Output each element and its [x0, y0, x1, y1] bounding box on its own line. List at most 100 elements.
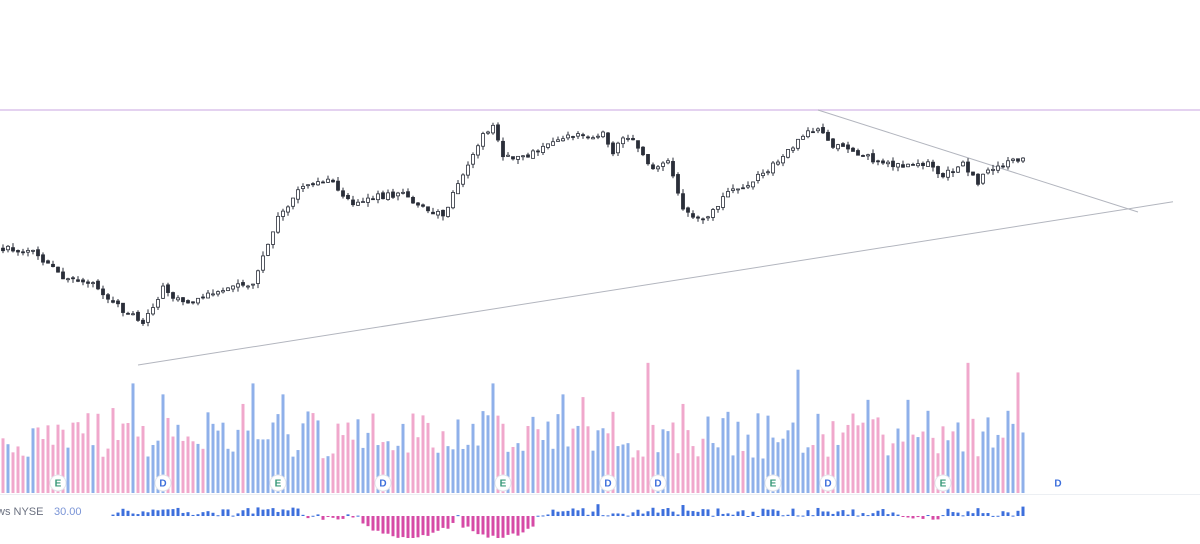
candle-body — [696, 216, 700, 219]
earnings-marker[interactable]: E — [269, 474, 287, 492]
volume-bar — [271, 422, 275, 493]
candle-body — [61, 271, 65, 280]
dividend-marker[interactable]: D — [819, 474, 837, 492]
candle-body — [581, 134, 585, 137]
candle-body — [1001, 165, 1005, 168]
dividend-marker[interactable]: D — [599, 474, 617, 492]
volume-bar — [81, 433, 85, 493]
candle-body — [746, 185, 750, 188]
candle-body — [921, 162, 925, 166]
indicator-bar — [1001, 511, 1005, 516]
indicator-bar — [701, 509, 705, 516]
volume-bar — [756, 413, 760, 493]
volume-bar — [926, 410, 930, 493]
indicator-bar — [391, 516, 395, 537]
volume-bar — [466, 444, 470, 493]
drawing-lines[interactable] — [0, 109, 1200, 366]
candle-body — [576, 133, 580, 137]
volume-bar — [706, 416, 710, 493]
candle-body — [851, 147, 855, 152]
candle-body — [396, 192, 400, 197]
candle-body — [446, 206, 450, 217]
candle-body — [166, 284, 170, 293]
volume-bar — [651, 424, 655, 493]
candle-body — [11, 247, 15, 252]
candle-body — [251, 283, 255, 286]
volume-bar — [836, 444, 840, 493]
dividend-marker[interactable]: D — [374, 474, 392, 492]
dividend-marker[interactable]: D — [1054, 479, 1061, 490]
candle-body — [891, 160, 895, 168]
earnings-marker[interactable]: E — [764, 474, 782, 492]
indicator-bar — [306, 516, 310, 519]
candle-body — [41, 254, 45, 263]
volume-bar — [416, 437, 420, 493]
indicator-bar — [581, 508, 585, 516]
volume-bar — [221, 422, 225, 493]
indicator-bar — [616, 513, 620, 516]
earnings-marker[interactable]: E — [494, 474, 512, 492]
candle-body — [656, 166, 660, 170]
indicator-bar — [736, 511, 740, 516]
indicator-bar — [976, 508, 980, 516]
volume-bar — [501, 423, 505, 493]
volume-bar — [181, 440, 185, 493]
candle-body — [706, 216, 710, 219]
earnings-marker[interactable]: E — [934, 474, 952, 492]
volume-bar — [71, 422, 75, 493]
candle-body — [161, 285, 165, 299]
indicator-bar — [481, 516, 485, 535]
candle-body — [971, 171, 975, 176]
volume-bar — [206, 412, 210, 493]
candle-body — [196, 297, 200, 304]
indicator-bar — [336, 516, 340, 520]
indicator-bar — [281, 509, 285, 516]
volume-bar — [841, 432, 845, 493]
indicator-bar — [311, 515, 315, 517]
volume-bar — [576, 425, 580, 493]
indicator-bar — [666, 508, 670, 516]
indicator-bar — [786, 514, 790, 516]
indicator-bar — [741, 510, 745, 516]
candle-body — [866, 154, 870, 157]
volume-bar — [111, 408, 115, 493]
candle-body — [741, 187, 745, 190]
dividend-marker[interactable]: D — [154, 474, 172, 492]
indicator-bar — [501, 516, 505, 538]
indicator-bar — [771, 509, 775, 516]
volume-bar — [366, 432, 370, 493]
marker-label: D — [824, 479, 831, 490]
volume-bar — [986, 417, 990, 493]
candle-body — [336, 180, 340, 191]
indicator-bar — [996, 515, 1000, 517]
volume-bar — [786, 430, 790, 493]
earnings-marker[interactable]: E — [49, 474, 67, 492]
volume-bar — [581, 397, 585, 493]
indicator-bar — [546, 514, 550, 516]
volume-bar — [476, 445, 480, 493]
candle-body — [431, 211, 435, 215]
volume-bar — [906, 399, 910, 493]
volume-bar — [621, 444, 625, 493]
dividend-marker[interactable]: D — [649, 474, 667, 492]
indicator-bar — [656, 512, 660, 516]
volume-bar — [661, 429, 665, 493]
volume-bar — [686, 430, 690, 493]
candle-body — [666, 160, 670, 164]
volume-bar — [1016, 372, 1020, 493]
volume-bar — [226, 448, 230, 493]
candle-body — [681, 193, 685, 210]
volume-bar — [566, 446, 570, 493]
candle-body — [1011, 158, 1015, 161]
candle-body — [841, 143, 845, 147]
indicator-bar — [831, 513, 835, 516]
candle-body — [516, 155, 520, 160]
volume-bar — [386, 441, 390, 493]
candle-body — [386, 192, 390, 200]
volume-bar — [1011, 423, 1015, 493]
volume-bar — [1021, 432, 1025, 493]
candle-body — [686, 207, 690, 213]
